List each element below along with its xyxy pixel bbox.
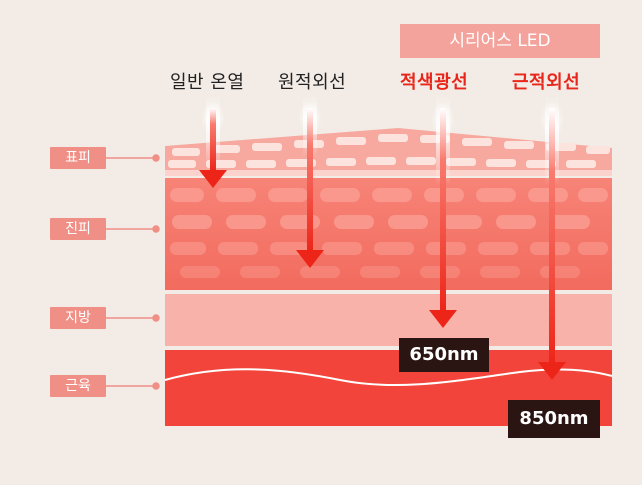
arrow-general-heat	[199, 108, 227, 188]
dermis-cells	[170, 188, 608, 278]
wavelength-label-850nm: 850nm	[508, 400, 600, 438]
layer-badge-dermis: 진피	[50, 218, 106, 240]
fat-layer	[165, 294, 612, 346]
label-red-light: 적색광선	[400, 72, 469, 93]
layer-badge-epidermis: 표피	[50, 147, 106, 169]
layer-badge-fat: 지방	[50, 307, 106, 329]
layer-badge-muscle: 근육	[50, 375, 106, 397]
arrow-near-infrared	[538, 108, 566, 380]
label-far-infrared: 원적외선	[278, 72, 347, 93]
wavelength-label-650nm: 650nm	[399, 338, 489, 372]
label-near-infrared: 근적외선	[512, 72, 581, 93]
arrow-far-infrared	[296, 108, 324, 268]
led-badge: 시리어스 LED	[400, 24, 600, 58]
arrow-red-light	[429, 108, 457, 328]
label-general-heat: 일반 온열	[170, 72, 245, 93]
